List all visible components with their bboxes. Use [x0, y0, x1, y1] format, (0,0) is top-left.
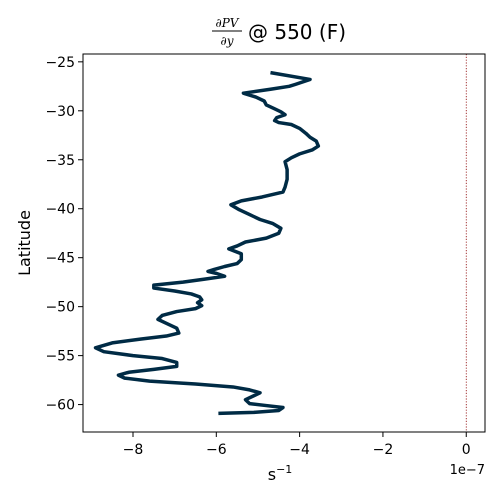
series-layer: [93, 70, 321, 416]
x-axis-offset-label: 1e−7: [450, 463, 485, 478]
y-tick-label: −25: [45, 55, 75, 71]
x-axis: −8 −6 −4 −2 0: [123, 432, 471, 458]
x-tick-label: −6: [206, 442, 227, 458]
series-line: [93, 70, 321, 416]
y-axis: −25 −30 −35 −40 −45 −50 −55 −60: [45, 55, 83, 414]
y-tick-label: −35: [45, 153, 75, 169]
y-tick-label: −60: [45, 398, 75, 414]
x-tick-label: −4: [289, 442, 310, 458]
y-tick-label: −30: [45, 104, 75, 120]
x-axis-label-exponent: −1: [276, 463, 292, 476]
y-tick-label: −40: [45, 202, 75, 218]
y-tick-label: −50: [45, 300, 75, 316]
y-axis-label: Latitude: [15, 210, 34, 276]
x-tick-label: 0: [462, 442, 471, 458]
x-axis-label: s−1: [268, 463, 293, 484]
x-tick-label: −2: [373, 442, 394, 458]
x-axis-label-base: s: [268, 465, 276, 484]
title-suffix: @ 550 (F): [248, 20, 346, 44]
title-numerator: ∂PV: [216, 16, 240, 30]
y-tick-label: −45: [45, 251, 75, 267]
x-tick-label: −8: [123, 442, 144, 458]
chart-title: ∂PV ∂y @ 550 (F): [212, 16, 346, 48]
y-tick-label: −55: [45, 349, 75, 365]
title-denominator: ∂y: [221, 34, 234, 48]
plot-frame: [82, 53, 486, 433]
